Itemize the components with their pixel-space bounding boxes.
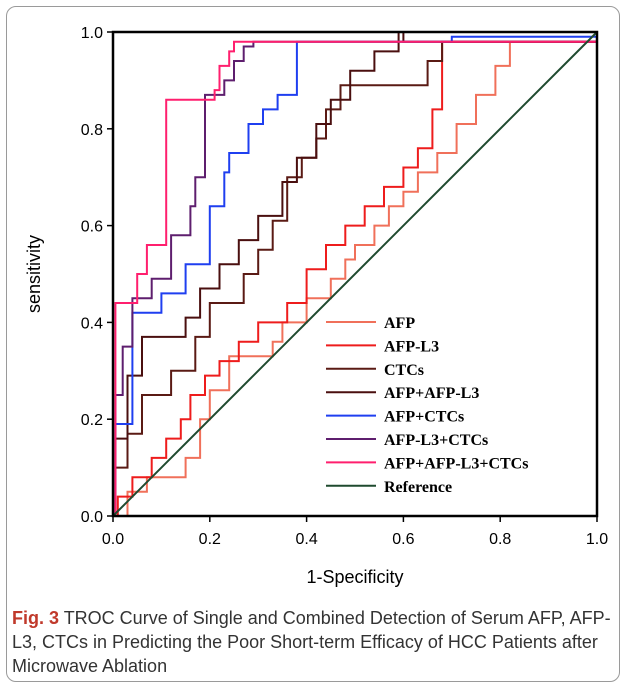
series-line-afp-afp-l3-ctcs: [113, 40, 597, 517]
figure-caption: Fig. 3 TROC Curve of Single and Combined…: [12, 606, 612, 678]
legend-label: CTCs: [384, 362, 424, 379]
series-layer: [112, 31, 598, 517]
legend-label: Reference: [384, 479, 452, 496]
y-tick-label: 0.4: [81, 315, 103, 332]
y-axis-title: sensitivity: [24, 235, 44, 313]
tick-layer: 0.0 0.2 0.4 0.6 0.8 1.0 0.0 0.2 0.4 0.6 0.8 1.0: [81, 25, 608, 548]
roc-chart: 0.0 0.2 0.4 0.6 0.8 1.0 0.0 0.2 0.4 0.6 0.8 1.0 AFP…: [24, 25, 608, 587]
plot-area-frame: [111, 30, 599, 518]
y-tick-label: 0.8: [81, 122, 103, 139]
legend: AFP AFP-L3 CTCs AFP+AFP-L3 AFP+CTCs AFP-L3+CT…: [326, 315, 528, 496]
x-tick-label: 0.0: [102, 531, 124, 548]
series-line-ctcs: [113, 40, 597, 517]
series-line-reference: [112, 31, 598, 517]
legend-label: AFP+AFP-L3+CTCs: [384, 455, 528, 472]
legend-label: AFP-L3+CTCs: [384, 432, 488, 449]
series-line-afp-ctcs: [113, 35, 597, 517]
y-tick-label: 0.2: [81, 412, 103, 429]
series-line-afp-l3-ctcs: [113, 40, 597, 517]
y-tick-label: 0.6: [81, 219, 103, 236]
series-line-afp-l3: [113, 40, 597, 517]
series-line-afp: [113, 40, 597, 517]
series-line-afp-afp-l3: [113, 31, 597, 517]
legend-label: AFP-L3: [384, 338, 439, 355]
x-tick-label: 0.2: [199, 531, 221, 548]
x-tick-label: 0.4: [295, 531, 317, 548]
x-axis-title: 1-Specificity: [306, 567, 403, 587]
legend-label: AFP: [384, 315, 415, 332]
x-tick-label: 0.6: [392, 531, 414, 548]
y-tick-label: 0.0: [81, 509, 103, 526]
figure-label: Fig. 3: [12, 608, 60, 628]
x-tick-label: 1.0: [586, 531, 608, 548]
figure-frame: [6, 6, 620, 682]
x-tick-label: 0.8: [489, 531, 511, 548]
y-tick-label: 1.0: [81, 25, 103, 42]
caption-text: TROC Curve of Single and Combined Detect…: [12, 608, 611, 676]
legend-label: AFP+CTCs: [384, 409, 464, 426]
legend-label: AFP+AFP-L3: [384, 385, 479, 402]
